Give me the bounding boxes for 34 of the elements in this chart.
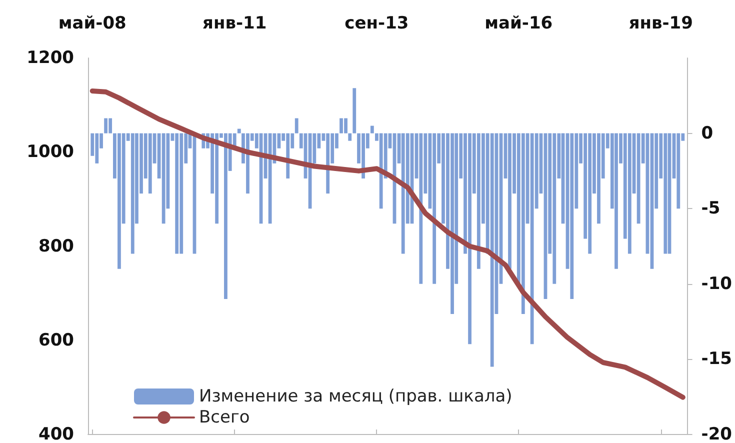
bar: [352, 88, 356, 134]
y2-tick-label: -20: [701, 424, 732, 443]
bar: [175, 133, 179, 254]
y-tick-label: 1200: [26, 48, 74, 68]
bar: [676, 133, 680, 209]
y-tick-label: 1000: [26, 142, 74, 162]
bar: [326, 133, 330, 194]
y2-tick-label: -10: [701, 274, 732, 294]
y-tick-label: 400: [38, 424, 74, 443]
bar: [370, 126, 374, 134]
y2-tick-label: -5: [701, 198, 720, 219]
y-tick-label: 600: [38, 330, 74, 350]
legend-label: Изменение за месяц (прав. шкала): [199, 386, 512, 406]
x-tick-label: сен-13: [344, 14, 409, 34]
bar: [130, 133, 134, 254]
legend-label: Всего: [199, 408, 250, 428]
bar: [521, 133, 525, 314]
bar: [570, 133, 574, 299]
bar: [628, 133, 632, 254]
y2-tick-label: 0: [701, 123, 714, 144]
bar: [490, 133, 494, 367]
bar: [348, 133, 352, 141]
bar: [294, 118, 298, 134]
bar: [268, 133, 272, 224]
x-tick-label: май-08: [58, 14, 126, 34]
bar: [419, 133, 423, 284]
x-tick-label: янв-11: [202, 14, 267, 34]
bar: [162, 133, 166, 224]
x-tick-label: май-16: [484, 14, 553, 34]
bar: [237, 128, 241, 134]
y2-tick-label: -15: [701, 349, 732, 370]
bar: [148, 133, 152, 194]
y-tick-label: 800: [38, 236, 74, 256]
x-tick-label: янв-19: [628, 14, 693, 34]
